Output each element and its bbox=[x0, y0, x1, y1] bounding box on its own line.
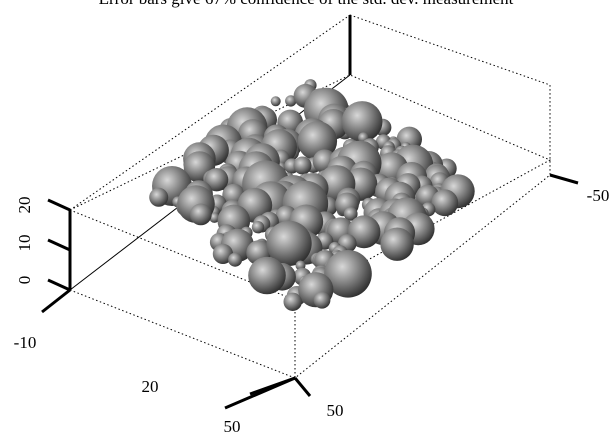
x-tick-label: 50 bbox=[224, 417, 241, 436]
sphere bbox=[294, 157, 312, 175]
sphere bbox=[431, 189, 458, 216]
figure: Error bars give 67% confidence of the st… bbox=[0, 0, 613, 436]
sphere-cluster bbox=[149, 79, 475, 311]
sphere bbox=[248, 257, 286, 295]
sphere bbox=[284, 293, 302, 311]
sphere bbox=[228, 253, 242, 267]
sphere bbox=[271, 96, 281, 106]
z-tick-label: 0 bbox=[15, 276, 34, 285]
caption: Error bars give 67% confidence of the st… bbox=[99, 0, 514, 8]
y-tick-label: 50 bbox=[327, 401, 344, 420]
z-tick-label: 20 bbox=[15, 197, 34, 214]
y-tick-label: -50 bbox=[587, 186, 610, 205]
z-tick-label: 10 bbox=[15, 235, 34, 252]
x-tick-label: -10 bbox=[14, 333, 37, 352]
sphere bbox=[190, 204, 212, 226]
x-tick-label: 20 bbox=[142, 377, 159, 396]
sphere bbox=[149, 188, 168, 207]
sphere bbox=[380, 228, 413, 261]
sphere bbox=[252, 221, 264, 233]
sphere bbox=[314, 292, 331, 309]
